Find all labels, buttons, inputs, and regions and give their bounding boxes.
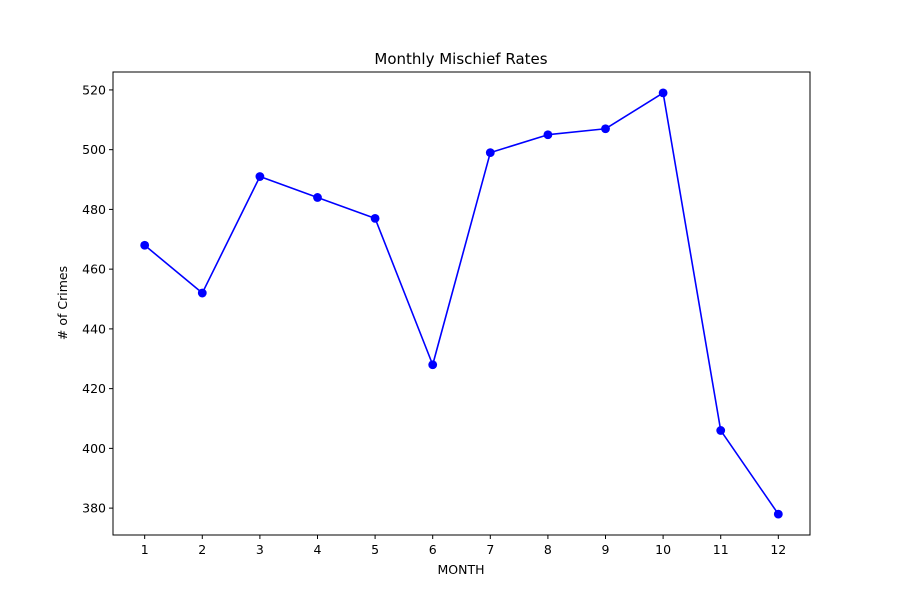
- x-tick-label: 4: [314, 542, 322, 557]
- series-layer: [140, 88, 783, 519]
- data-point: [370, 213, 380, 223]
- x-axis-label: MONTH: [437, 562, 484, 577]
- plot-area: [112, 71, 811, 536]
- y-tick-label: 400: [82, 441, 106, 456]
- y-tick-label: 480: [82, 202, 106, 217]
- data-point: [313, 193, 322, 202]
- x-tick-label: 1: [141, 542, 149, 557]
- plot-frame: [112, 71, 811, 536]
- x-tick-label: 6: [429, 542, 437, 557]
- x-tick-label: 10: [655, 542, 671, 557]
- x-tick-label: 8: [544, 542, 552, 557]
- data-point: [485, 148, 495, 158]
- x-axis: 1 2 3 4 5 6 7 8 9 10 11 12: [141, 535, 786, 557]
- data-point: [543, 130, 553, 140]
- y-tick-label: 520: [82, 82, 106, 97]
- data-point: [658, 88, 668, 98]
- y-tick-label: 380: [82, 501, 106, 516]
- y-axis-label: # of Crimes: [55, 266, 70, 340]
- x-tick-label: 3: [256, 542, 264, 557]
- data-point: [197, 288, 207, 298]
- y-tick-label: 500: [82, 142, 106, 157]
- y-tick-label: 440: [82, 321, 106, 336]
- data-point: [716, 426, 726, 435]
- x-tick-label: 2: [198, 542, 206, 557]
- x-tick-label: 9: [602, 542, 610, 557]
- data-point: [255, 172, 265, 181]
- y-tick-label: 460: [82, 262, 106, 277]
- x-tick-label: 5: [371, 542, 379, 557]
- data-point: [773, 509, 783, 519]
- data-point: [601, 124, 610, 134]
- x-tick-label: 7: [486, 542, 494, 557]
- y-tick-label: 420: [82, 381, 106, 396]
- data-point: [428, 360, 438, 370]
- chart-title: Monthly Mischief Rates: [374, 50, 547, 68]
- y-axis: 380 400 420 440 460 480 500 520: [82, 82, 113, 516]
- series-line: [144, 92, 779, 515]
- data-point: [140, 240, 150, 250]
- x-tick-label: 12: [770, 542, 786, 557]
- x-tick-label: 11: [713, 542, 729, 557]
